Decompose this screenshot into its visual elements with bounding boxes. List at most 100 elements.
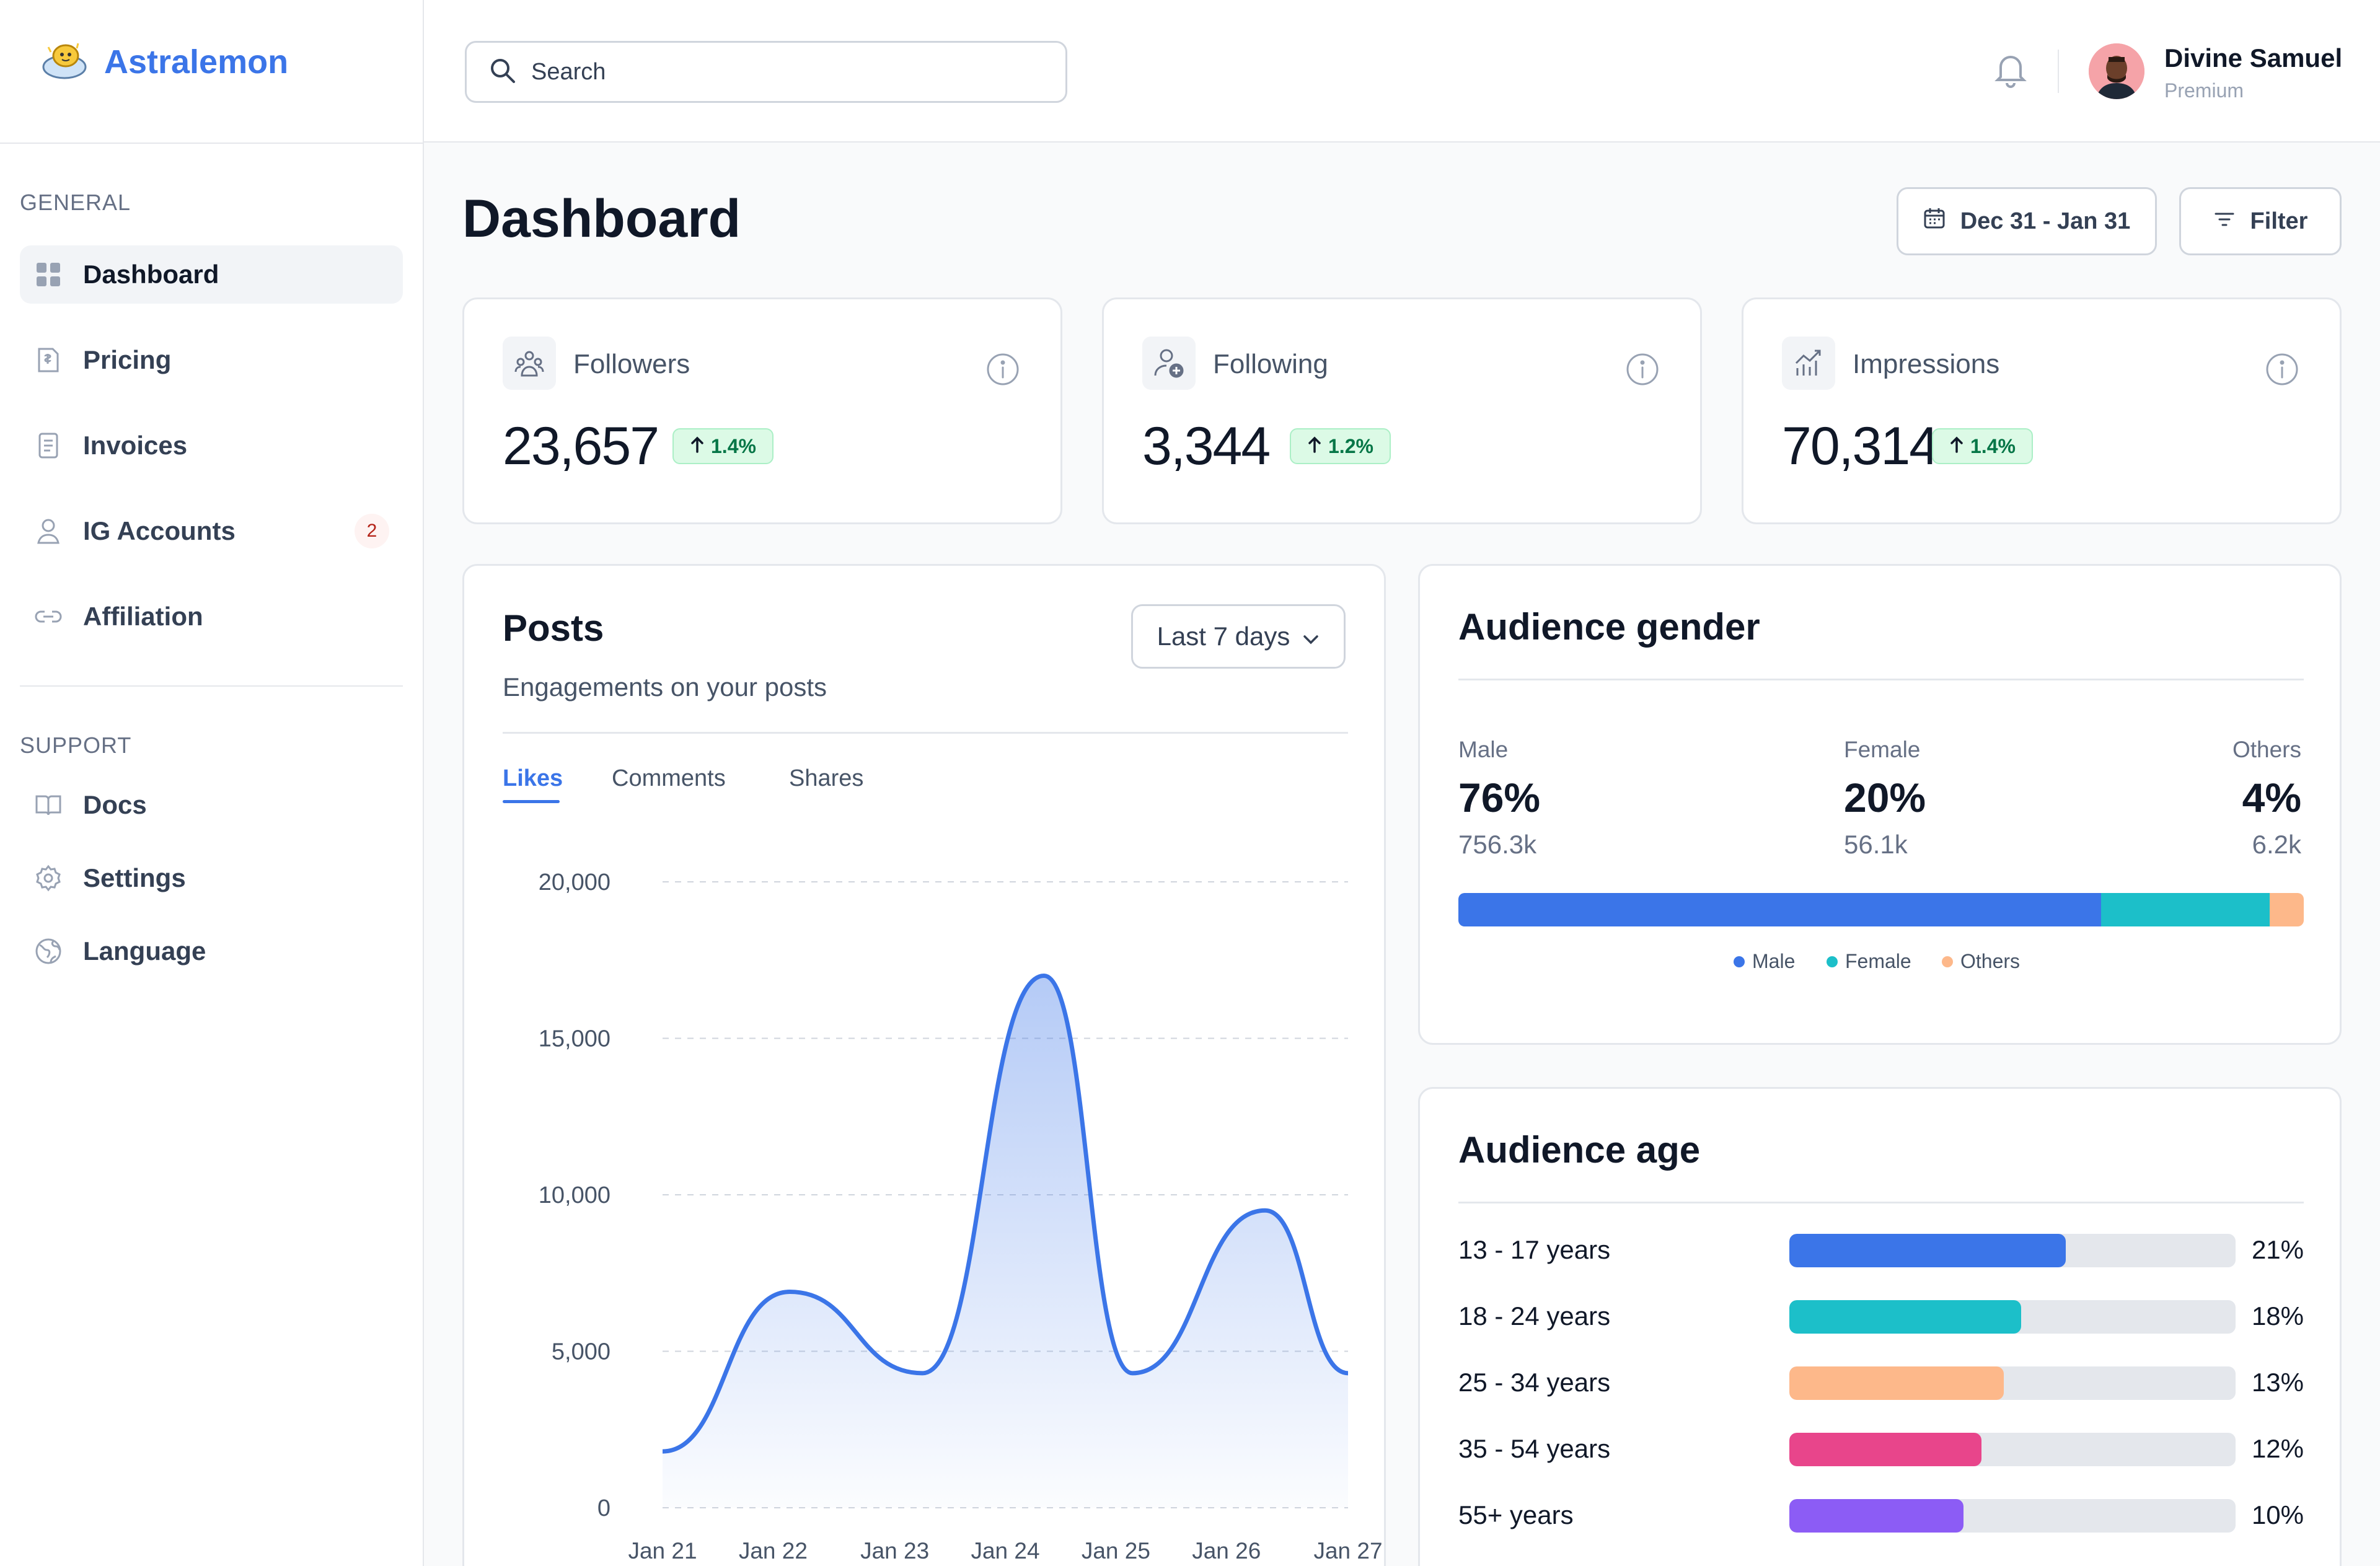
brand-name: Astralemon [104,43,289,81]
bell-icon[interactable] [1992,50,2029,92]
gear-icon [35,864,62,892]
avatar[interactable] [2089,43,2144,99]
date-range-button[interactable]: Dec 31 - Jan 31 [1897,187,2157,255]
info-icon[interactable] [2265,353,2299,389]
user-name[interactable]: Divine Samuel [2164,43,2343,73]
y-tick-label: 15,000 [539,1026,610,1052]
age-row: 55+ years 10% [1458,1497,2304,1534]
divider [1458,1202,2304,1203]
stat-value: 3,344 [1142,416,1271,476]
arrow-up-icon [690,435,705,458]
sidebar-item-label: Affiliation [83,602,203,631]
age-percent: 18% [2251,1301,2304,1331]
tab-likes[interactable]: Likes [503,765,563,791]
delta-value: 1.4% [1970,434,2016,457]
x-tick-label: Jan 26 [1192,1538,1261,1564]
tab-shares[interactable]: Shares [789,765,864,791]
sidebar-item-invoices[interactable]: Invoices [20,416,403,475]
legend-male: Male [1734,950,1795,973]
sidebar-item-settings[interactable]: Settings [20,849,403,907]
x-tick-label: Jan 23 [860,1538,929,1564]
age-label: 13 - 17 years [1458,1235,1611,1264]
sidebar-item-affiliation[interactable]: Affiliation [20,587,403,646]
info-icon[interactable] [986,353,1020,389]
link-icon [35,603,62,630]
calendar-icon [1923,207,1946,235]
stat-label: Impressions [1853,349,2000,379]
gender-male-label: Male [1458,737,1509,762]
age-label: 25 - 34 years [1458,1368,1611,1397]
legend-dot [1734,956,1745,967]
age-bar-fill [1789,1499,1963,1533]
gender-others-count: 6.2k [2252,830,2301,859]
gender-others-percent: 4% [2242,775,2301,820]
divider [0,143,424,144]
gender-bar-others [2270,893,2304,926]
age-bar-track [1789,1366,2236,1400]
age-bar-fill [1789,1300,2022,1334]
brand[interactable]: Astralemon [41,38,288,85]
y-tick-label: 20,000 [539,869,610,895]
chevron-down-icon [1302,622,1320,651]
audience-gender-card: Audience gender Male 76% 756.3k Female 2… [1418,564,2342,1045]
filter-button[interactable]: Filter [2179,187,2342,255]
legend-label: Female [1845,950,1911,972]
gender-female-label: Female [1844,737,1921,762]
filter-label: Filter [2250,208,2308,234]
stat-label: Following [1213,349,1328,379]
legend-label: Others [1960,950,2021,972]
sidebar-item-label: IG Accounts [83,516,236,545]
age-bar-track [1789,1300,2236,1334]
x-tick-label: Jan 22 [739,1538,808,1564]
age-label: 18 - 24 years [1458,1301,1611,1331]
stat-value: 23,657 [503,416,659,476]
receipt-icon [35,432,62,459]
sidebar-item-dashboard[interactable]: Dashboard [20,245,403,304]
stat-label: Followers [573,349,690,379]
range-value: Last 7 days [1157,622,1290,651]
stat-value: 70,314 [1782,416,1939,476]
posts-title: Posts [503,607,604,649]
age-row: 25 - 34 years 13% [1458,1364,2304,1401]
sidebar-item-label: Language [83,936,206,966]
stat-card-impressions: Impressions 70,314 1.4% [1742,297,2342,524]
age-row: 35 - 54 years 12% [1458,1430,2304,1467]
sidebar: Astralemon GENERAL Dashboard Pricing Inv… [0,0,424,1566]
user-plan: Premium [2164,79,2244,102]
tab-comments[interactable]: Comments [612,765,726,791]
x-tick-label: Jan 25 [1082,1538,1150,1564]
sidebar-item-ig-accounts[interactable]: IG Accounts 2 [20,502,403,560]
book-icon [35,791,62,819]
likes-line [662,973,1349,1454]
age-bar-fill [1789,1433,1981,1466]
info-icon[interactable] [1626,353,1659,389]
arrow-up-icon [1949,435,1964,458]
sidebar-item-docs[interactable]: Docs [20,776,403,834]
age-percent: 21% [2251,1235,2304,1264]
price-tag-icon [35,346,62,374]
search-bar[interactable] [465,41,1067,103]
divider [2058,50,2059,93]
likes-area [663,975,1348,1508]
age-label: 55+ years [1458,1500,1574,1529]
gender-male-percent: 76% [1458,775,1541,820]
sidebar-item-language[interactable]: Language [20,922,403,980]
x-tick-label: Jan 24 [971,1538,1039,1564]
legend-label: Male [1752,950,1796,972]
y-tick-label: 5,000 [552,1339,610,1365]
trend-chart-icon [1782,337,1835,390]
sidebar-item-label: Dashboard [83,260,219,289]
gender-female-percent: 20% [1844,775,1926,820]
sidebar-item-pricing[interactable]: Pricing [20,331,403,389]
search-input[interactable] [531,58,1039,86]
user-add-icon [1142,337,1196,390]
range-dropdown[interactable]: Last 7 days [1131,604,1346,669]
legend-female: Female [1827,950,1911,973]
stat-card-followers: Followers 23,657 1.4% [462,297,1062,524]
audience-age-card: Audience age 13 - 17 years 21% 18 - 24 y… [1418,1087,2342,1566]
delta-value: 1.4% [711,434,756,457]
divider [1458,679,2304,680]
age-bar-track [1789,1234,2236,1267]
delta-badge: 1.4% [1932,428,2033,464]
sidebar-item-label: Docs [83,790,147,819]
